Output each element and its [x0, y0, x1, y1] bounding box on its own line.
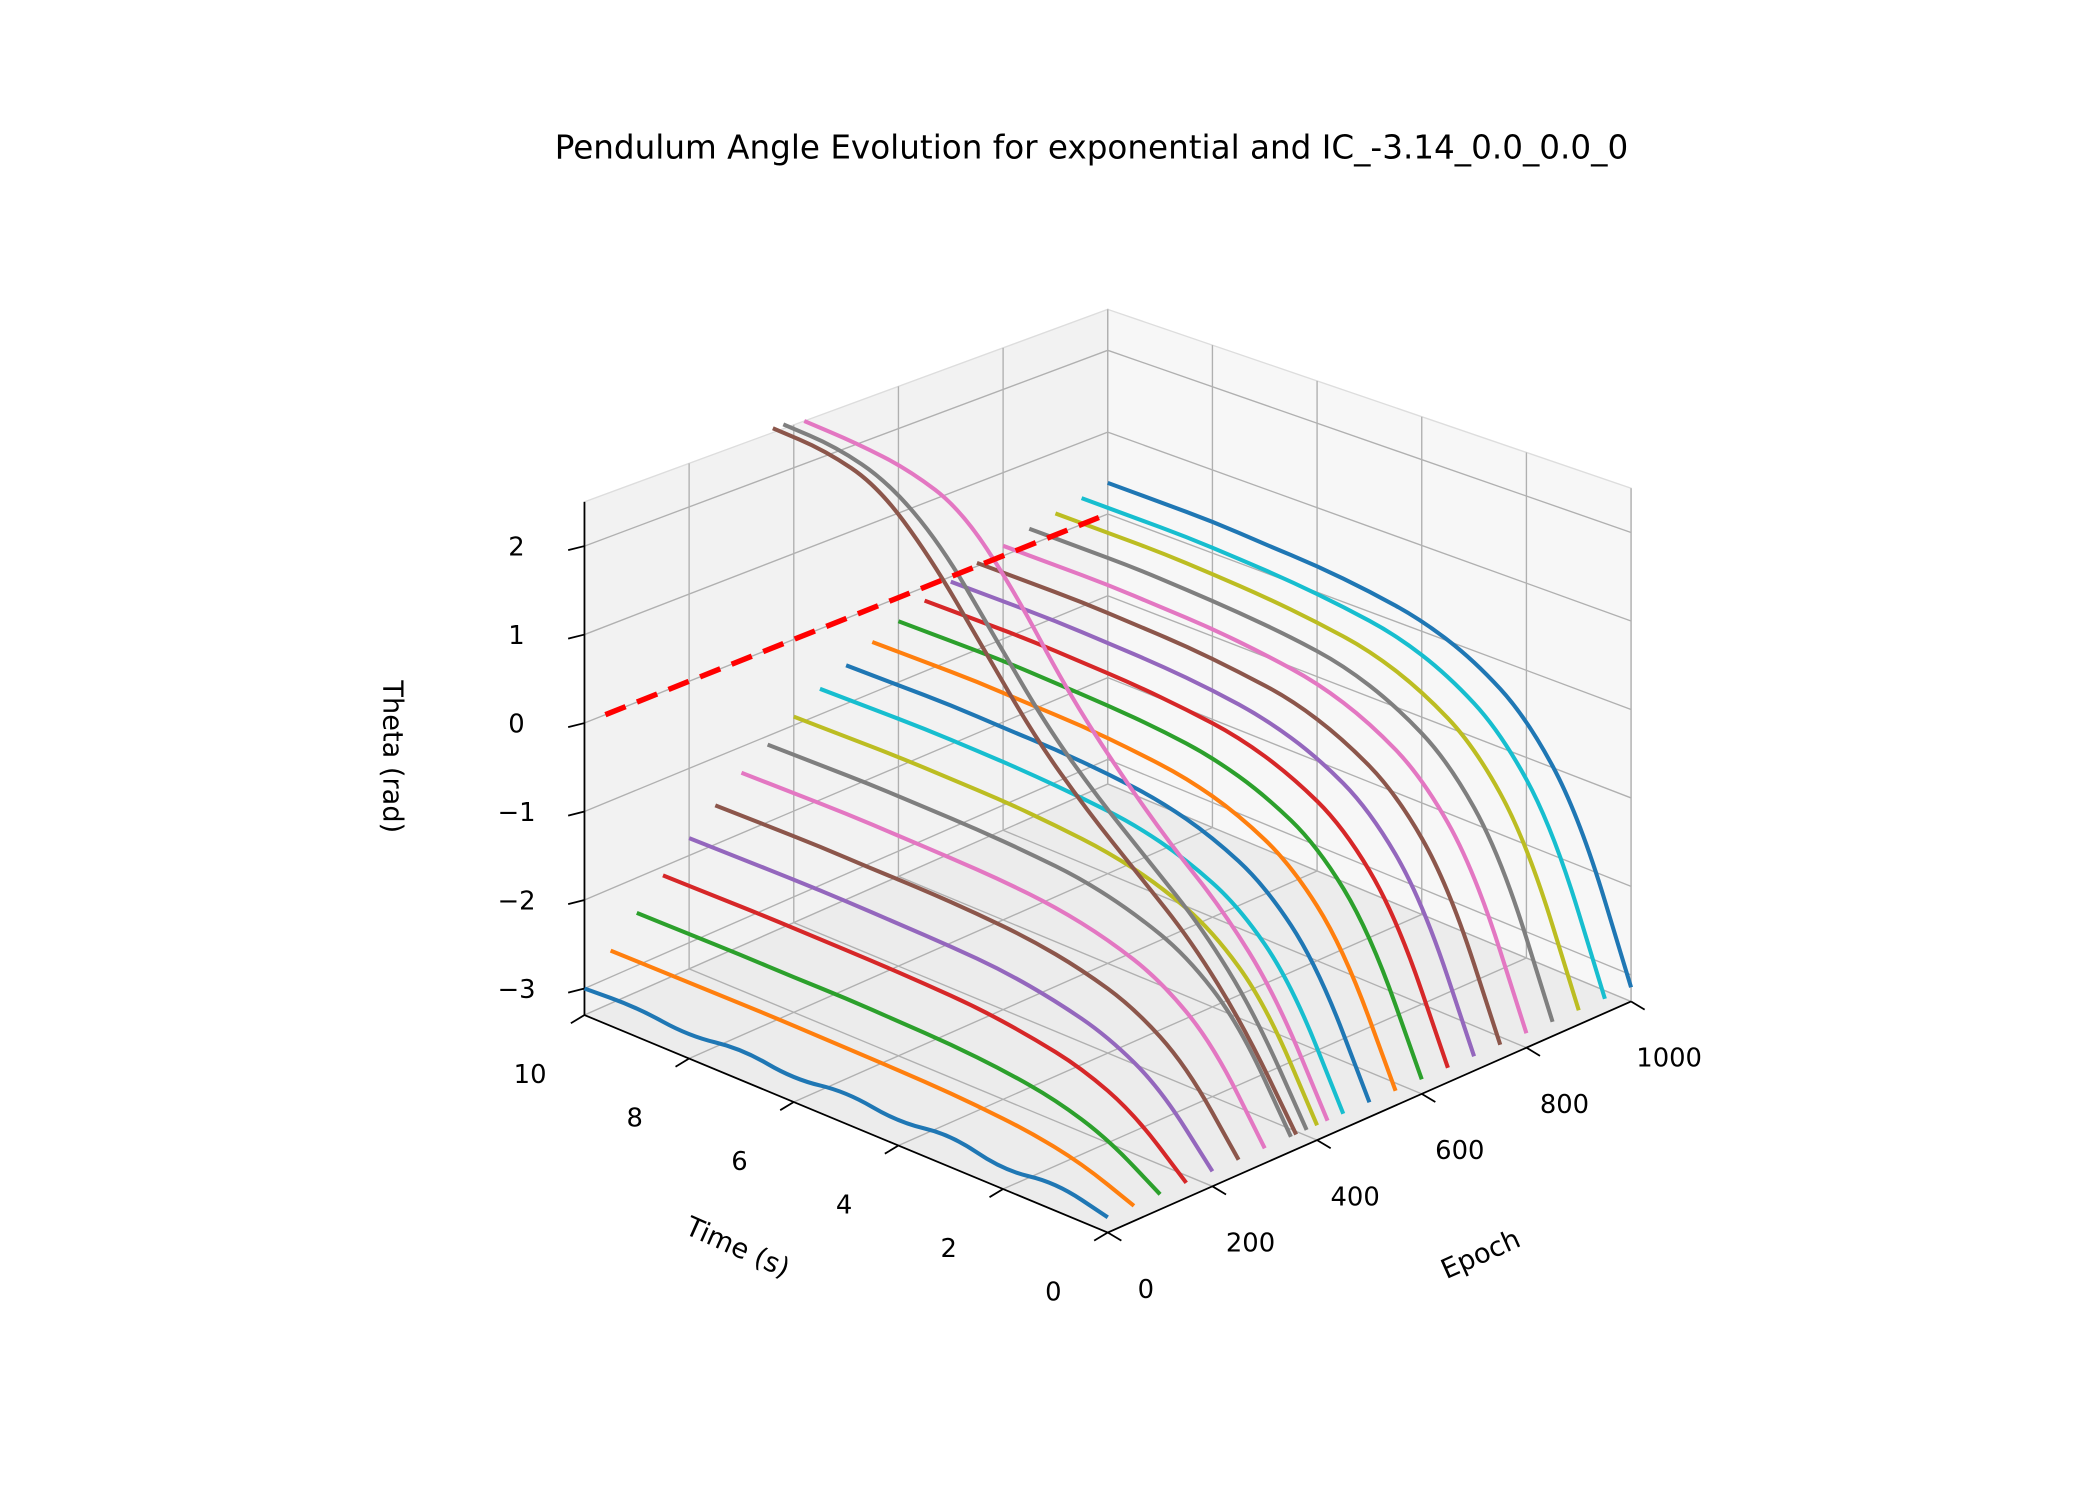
x-tick	[1316, 1139, 1332, 1150]
grid-line	[1107, 513, 1632, 711]
x-tick-label: 200	[1226, 1229, 1275, 1259]
series-line-epoch-450	[819, 686, 1346, 1115]
grid-line	[1107, 349, 1632, 534]
z-tick	[567, 722, 585, 728]
x-tick-label: 1000	[1636, 1044, 1702, 1074]
z-tick-label: −1	[497, 798, 535, 828]
y-tick	[675, 1057, 690, 1068]
x-tick	[1525, 1046, 1541, 1057]
series-lines	[583, 419, 1634, 1219]
z-tick-label: 1	[508, 621, 524, 651]
z-tick-label: −2	[497, 887, 535, 917]
y-tick-label: 2	[941, 1234, 957, 1264]
axis-lines	[567, 501, 1646, 1242]
x-tick-label: 400	[1331, 1182, 1380, 1212]
series-line-epoch-0	[583, 986, 1109, 1219]
series-line-epoch-380	[782, 422, 1309, 1131]
y-tick-label: 0	[1045, 1277, 1061, 1307]
z-tick	[567, 810, 585, 817]
series-line-epoch-50	[609, 948, 1136, 1208]
series-line-epoch-100	[636, 911, 1162, 1196]
y-tick-label: 10	[514, 1060, 547, 1090]
grid-line	[584, 758, 1109, 990]
grid-line	[584, 431, 1109, 636]
z-tick-label: 2	[508, 533, 524, 563]
y-axis-label: Time (s)	[680, 1211, 794, 1285]
series-line-epoch-360	[772, 426, 1298, 1136]
grid-line	[1107, 431, 1632, 622]
y-tick	[570, 1014, 585, 1024]
y-tick	[989, 1188, 1004, 1198]
z-tick-label: −3	[497, 975, 535, 1005]
x-tick	[1421, 1093, 1436, 1103]
series-line-epoch-600	[897, 619, 1424, 1080]
y-tick	[1093, 1231, 1109, 1242]
series-line-epoch-500	[845, 663, 1372, 1104]
axes-panes	[582, 308, 1633, 1234]
series-line-epoch-300	[740, 770, 1267, 1150]
z-tick	[567, 987, 585, 994]
y-tick	[884, 1144, 899, 1155]
series-line-epoch-700	[950, 579, 1477, 1057]
series-line-epoch-200	[688, 836, 1215, 1173]
y-tick	[779, 1101, 795, 1111]
z-tick	[567, 899, 585, 905]
chart-title: Pendulum Angle Evolution for exponential…	[555, 129, 1628, 167]
series-line-epoch-950	[1080, 496, 1607, 1000]
series-line-epoch-400	[793, 714, 1319, 1127]
reference-line-theta-zero	[604, 511, 1109, 718]
series-line-epoch-250	[714, 803, 1241, 1161]
series-line-epoch-850	[1028, 526, 1555, 1023]
series-line-epoch-550	[871, 640, 1398, 1092]
series-line-epoch-750	[976, 560, 1503, 1046]
x-axis-label: Epoch	[1437, 1224, 1526, 1286]
x-axis-line	[1107, 1000, 1632, 1234]
tick-labels: 0 200 400 600 800 1000 0 2 4 6 8 10 −3 −2 −1 0 1 2	[497, 533, 1702, 1308]
grid-line	[1107, 595, 1632, 799]
z-axis-label: Theta (rad)	[376, 679, 407, 833]
z-tick	[567, 633, 585, 640]
x-tick	[1107, 1231, 1122, 1242]
series-line-epoch-800	[1002, 543, 1529, 1034]
series-line-epoch-1000	[1107, 480, 1634, 988]
series-line-epoch-350	[766, 742, 1293, 1138]
x-tick-label: 600	[1435, 1136, 1484, 1166]
y-tick-label: 4	[836, 1190, 852, 1220]
grid-line	[688, 968, 1213, 1187]
y-axis-line	[584, 1014, 1109, 1234]
z-tick-label: 0	[508, 710, 524, 740]
grid-line	[1002, 829, 1527, 1049]
x-tick-label: 800	[1540, 1090, 1589, 1120]
z-tick	[567, 545, 585, 552]
grid-line	[793, 921, 1318, 1141]
grid-line	[898, 913, 1423, 1147]
grid-line	[584, 595, 1109, 813]
x-tick-label: 0	[1138, 1275, 1154, 1305]
series-line-epoch-150	[662, 873, 1188, 1185]
grid-line	[584, 349, 1109, 547]
x-tick	[1630, 1000, 1646, 1011]
x-tick	[1211, 1185, 1227, 1196]
y-tick-label: 8	[627, 1104, 643, 1134]
y-tick-label: 6	[731, 1147, 747, 1177]
series-line-epoch-900	[1054, 511, 1581, 1011]
series-line-epoch-420	[803, 419, 1330, 1122]
grid-line	[1107, 783, 1632, 1003]
